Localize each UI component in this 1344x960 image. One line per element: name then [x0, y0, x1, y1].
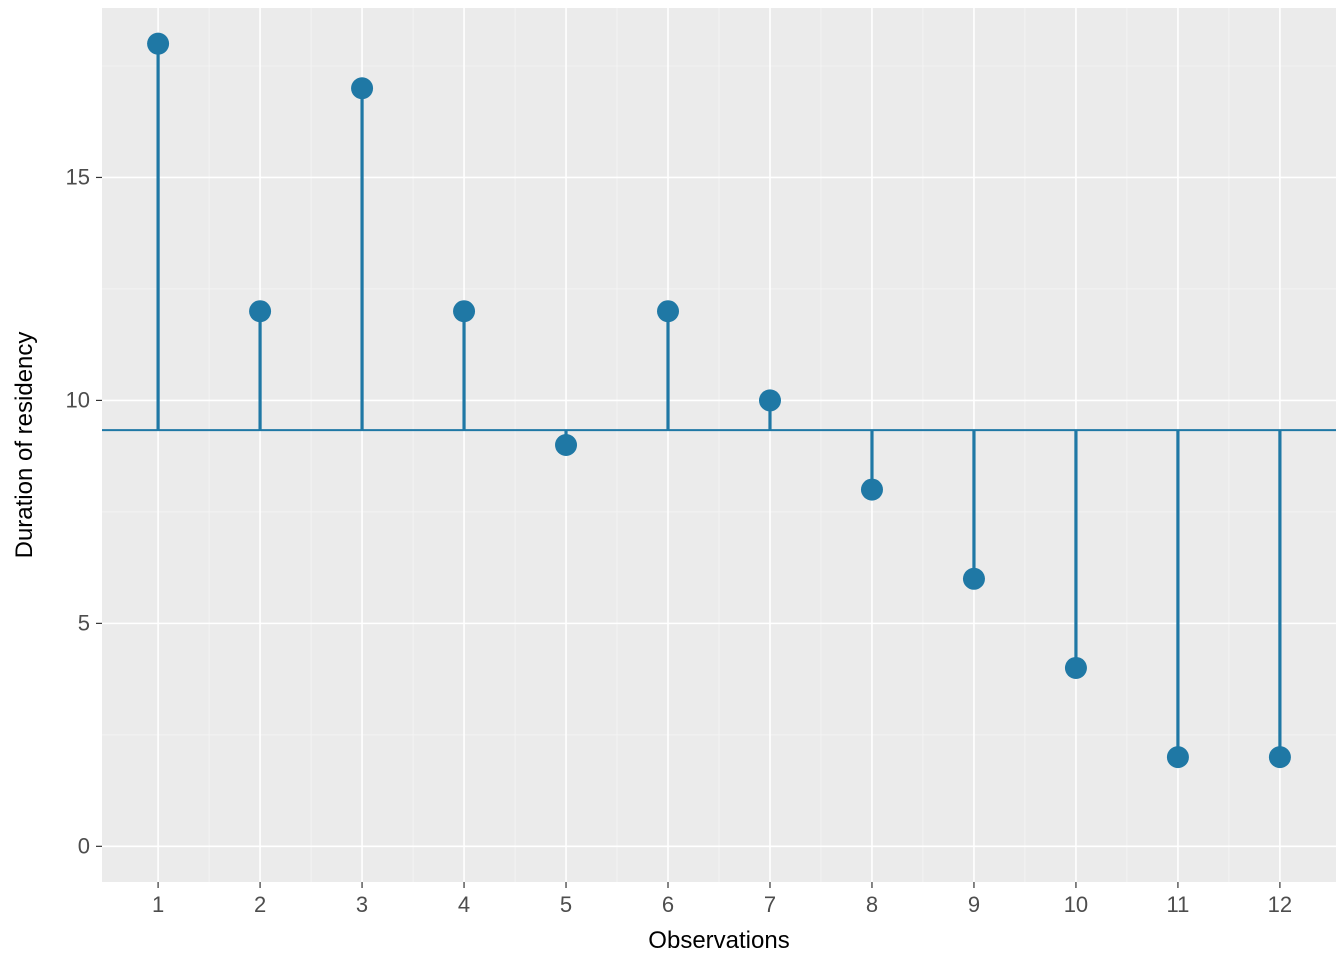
x-tick-label: 9	[968, 892, 980, 917]
data-point: 12	[249, 300, 271, 322]
y-tick-label: 15	[66, 164, 90, 189]
x-tick-label: 3	[356, 892, 368, 917]
y-tick-label: 0	[78, 833, 90, 858]
data-point: 4	[1065, 657, 1087, 679]
x-tick-label: 10	[1064, 892, 1088, 917]
data-point: 9	[555, 434, 577, 456]
y-tick-label: 10	[66, 387, 90, 412]
y-axis-title: Duration of residency	[11, 332, 38, 559]
x-tick-label: 4	[458, 892, 470, 917]
lollipop-chart: 1818121217171212991212101088664422221234…	[0, 0, 1344, 960]
x-tick-label: 1	[152, 892, 164, 917]
x-tick-label: 6	[662, 892, 674, 917]
x-tick-label: 7	[764, 892, 776, 917]
x-tick-label: 2	[254, 892, 266, 917]
data-point: 18	[147, 33, 169, 55]
data-point: 2	[1167, 746, 1189, 768]
data-point: 2	[1269, 746, 1291, 768]
y-tick-label: 5	[78, 610, 90, 635]
data-point: 6	[963, 568, 985, 590]
data-point: 12	[657, 300, 679, 322]
x-tick-label: 5	[560, 892, 572, 917]
x-tick-label: 8	[866, 892, 878, 917]
chart-container: 1818121217171212991212101088664422221234…	[0, 0, 1344, 960]
x-tick-label: 11	[1167, 892, 1190, 917]
data-point: 12	[453, 300, 475, 322]
data-point: 17	[351, 77, 373, 99]
data-point: 10	[759, 389, 781, 411]
data-point: 8	[861, 479, 883, 501]
x-tick-label: 12	[1268, 892, 1292, 917]
x-axis-title: Observations	[648, 927, 789, 954]
